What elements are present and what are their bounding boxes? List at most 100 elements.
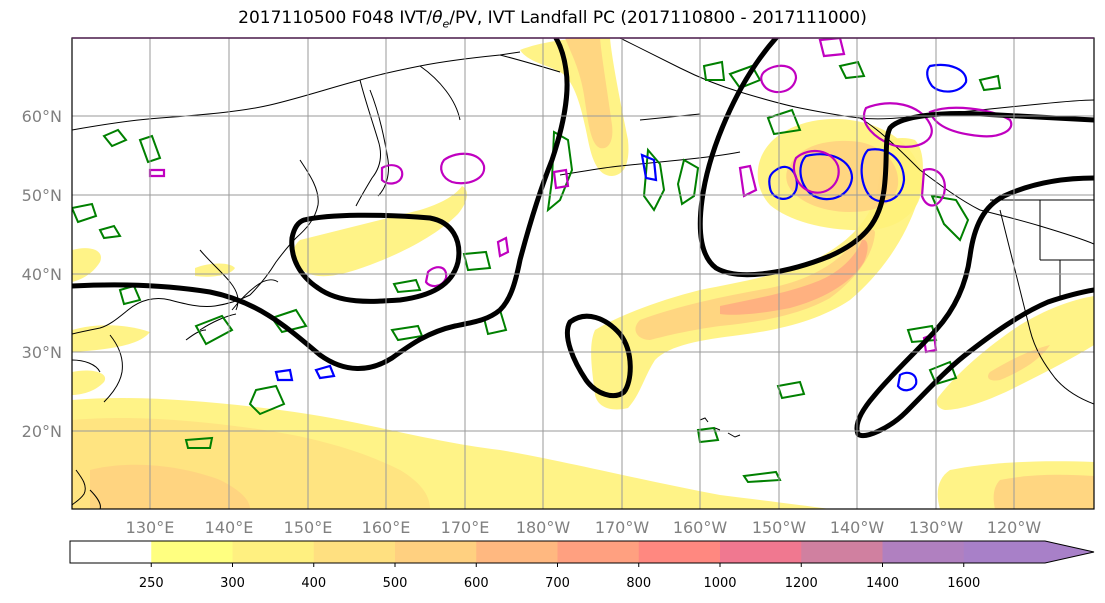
pv-contour-magenta xyxy=(440,152,486,185)
colorbar-segment xyxy=(882,541,965,563)
lat-label-20N: 20°N xyxy=(22,422,62,441)
lat-label-60N: 60°N xyxy=(22,107,62,126)
coastline-philippines xyxy=(72,469,101,509)
title-theta-subscript: e xyxy=(442,17,450,31)
lon-label-170E: 170°E xyxy=(441,518,490,537)
pv-contour-blue xyxy=(640,153,658,182)
coastline-kamchatka xyxy=(369,54,561,197)
colorbar-tick-label: 700 xyxy=(545,576,570,591)
title-theta-symbol: θ xyxy=(432,8,443,28)
pv-contour-magenta xyxy=(863,102,933,148)
lon-label-140E: 140°E xyxy=(205,518,254,537)
ivt-area-west-coast-2 xyxy=(72,325,150,352)
coastlines xyxy=(72,38,1094,509)
ivt-area-northwest-small xyxy=(195,263,235,277)
title-prefix: 2017110500 F048 IVT/ xyxy=(238,8,433,28)
colorbar-segment xyxy=(801,541,883,563)
ivt-area-northwest-band xyxy=(293,186,467,277)
theta-e-contour xyxy=(766,108,802,136)
pv-contour-magenta xyxy=(920,168,946,207)
colorbar-tick-label: 1400 xyxy=(866,576,899,591)
colorbar-segment xyxy=(395,541,477,563)
colorbar-segment xyxy=(232,541,315,563)
lon-label-130E: 130°E xyxy=(126,518,175,537)
pc-contour-east-arc xyxy=(854,175,1094,438)
lon-label-130W: 130°W xyxy=(909,518,964,537)
lon-label-170W: 170°W xyxy=(595,518,650,537)
theta-e-contour xyxy=(248,384,286,416)
lon-label-150E: 150°E xyxy=(284,518,333,537)
colorbar-tick-label: 300 xyxy=(220,576,245,591)
lon-label-180W: 180°W xyxy=(516,518,571,537)
colorbar-segments xyxy=(70,541,1094,563)
coastline-korea-china xyxy=(72,334,123,403)
theta-e-contour xyxy=(138,134,162,164)
theta-e-contour xyxy=(270,308,308,334)
lon-label-150W: 150°W xyxy=(752,518,807,537)
theta-e-contour xyxy=(392,278,422,294)
ivt-area-main-ar-core xyxy=(720,239,868,315)
lon-label-120W: 120°W xyxy=(987,518,1042,537)
pv-contour-blue xyxy=(896,371,918,392)
colorbar-outline xyxy=(69,540,1095,564)
pv-contour-blue xyxy=(860,148,906,203)
theta-e-contour xyxy=(702,60,726,81)
lon-label-160W: 160°W xyxy=(673,518,728,537)
pv-contour-magenta xyxy=(552,168,570,190)
pc-contour-southern-arc xyxy=(72,38,570,371)
ivt-area-north-tongue-inner xyxy=(565,38,613,149)
pv-contour-magenta xyxy=(424,266,448,288)
ivt-area-main-ar xyxy=(591,138,923,410)
colorbar-tick-label: 250 xyxy=(139,576,164,591)
ivt-area-west-coast-3 xyxy=(72,370,106,395)
theta-e-contour xyxy=(696,426,720,444)
longitude-axis: 130°E 140°E 150°E 160°E 170°E 180°W 170°… xyxy=(126,518,1042,537)
colorbar-tick-label: 1000 xyxy=(703,576,736,591)
colorbar-segment xyxy=(476,541,558,563)
theta-e-contour xyxy=(928,360,958,386)
theta-e-contour xyxy=(676,158,700,206)
colorbar-segment xyxy=(557,541,640,563)
lat-label-30N: 30°N xyxy=(22,343,62,362)
theta-e-contour xyxy=(72,202,98,224)
latitude-axis: 20°N 30°N 40°N 50°N 60°N xyxy=(22,107,62,441)
theta-e-contour xyxy=(184,436,214,449)
theta-e-contour xyxy=(462,250,492,272)
coastline-alaska xyxy=(619,38,1094,245)
pv-contour-blue xyxy=(926,63,968,93)
colorbar-tick-label: 1600 xyxy=(947,576,980,591)
coastline-canada-borders xyxy=(990,199,1094,300)
ivt-area-southeast-inner xyxy=(993,474,1094,509)
ivt-area-main-ar-inner xyxy=(635,228,875,340)
theta-e-contour xyxy=(838,60,866,80)
colorbar-segment xyxy=(70,541,152,563)
pv-contour-magenta xyxy=(792,149,840,194)
theta-e-contour xyxy=(930,194,970,242)
theta-e-contour xyxy=(642,147,666,212)
colorbar-tick-label: 400 xyxy=(301,576,326,591)
pc-contour-northeast-arc xyxy=(697,38,1094,278)
coastline-hawaii xyxy=(699,417,741,438)
pv-contour-magenta xyxy=(738,164,758,198)
theta-e-contour xyxy=(194,314,234,346)
lat-label-50N: 50°N xyxy=(22,186,62,205)
ivt-area-gulf-alaska-inner xyxy=(786,140,899,212)
coastline-asia xyxy=(72,51,521,335)
gridlines xyxy=(72,38,1094,509)
colorbar-segment xyxy=(963,541,1094,563)
ivt-area-east-band xyxy=(936,296,1094,410)
colorbar-tick-label: 800 xyxy=(626,576,651,591)
ivt-area-tropical-west-core xyxy=(90,464,250,509)
lon-label-140W: 140°W xyxy=(830,518,885,537)
coastline-north-america-west xyxy=(999,209,1094,405)
title-suffix: /PV, IVT Landfall PC (2017110800 - 20171… xyxy=(449,8,867,28)
theta-e-contour xyxy=(978,74,1002,92)
landfall-pc-contours xyxy=(72,38,1094,438)
theta-e-contour xyxy=(728,64,762,90)
colorbar-segment xyxy=(638,541,721,563)
pv-contour-magenta xyxy=(760,64,798,94)
theta-e-contour xyxy=(742,470,782,484)
theta-e-contour xyxy=(546,130,574,213)
colorbar-segment xyxy=(720,541,802,563)
